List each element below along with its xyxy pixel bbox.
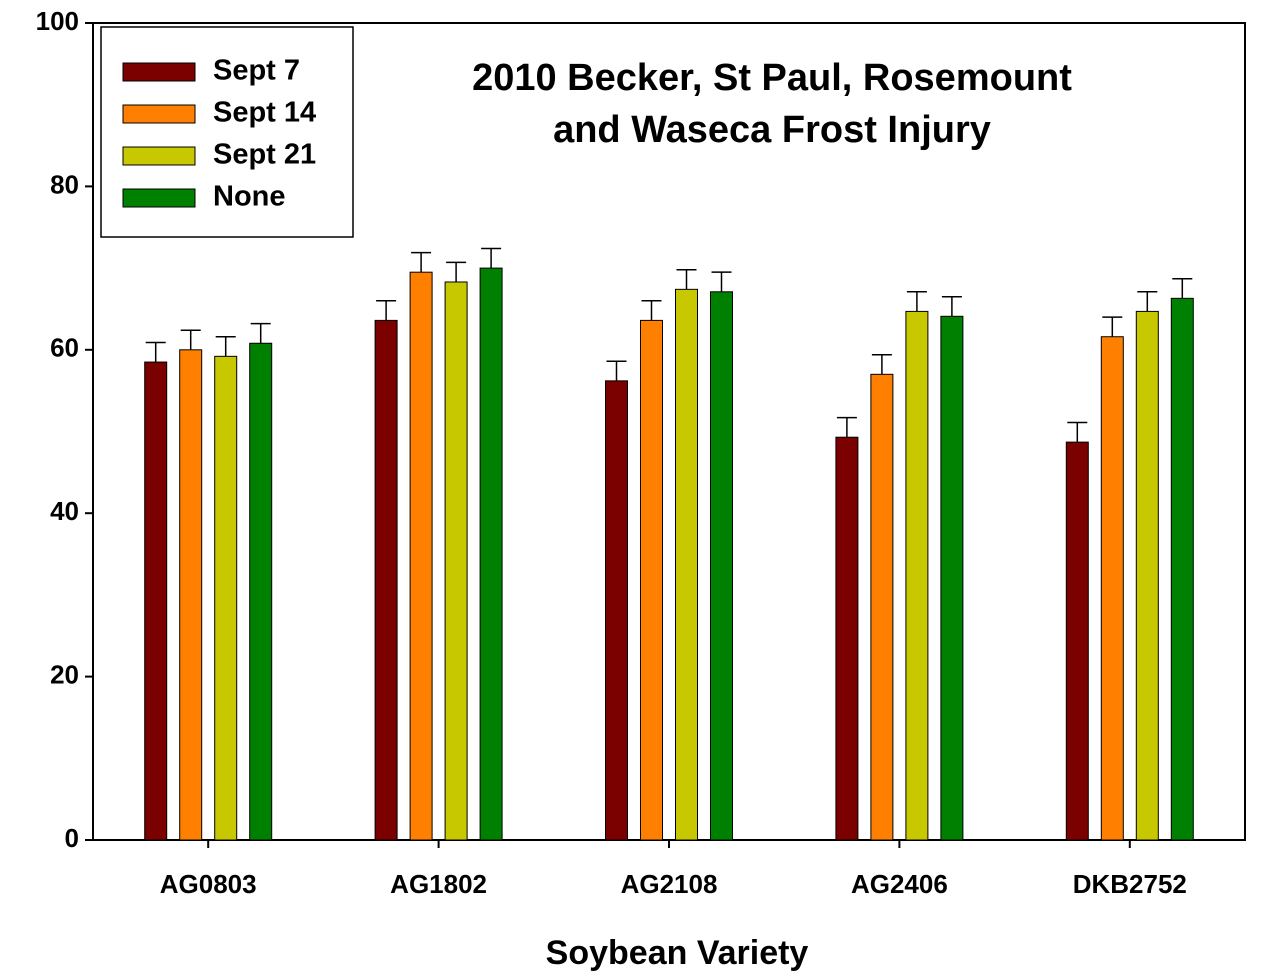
chart-title: 2010 Becker, St Paul, Rosemount [472, 57, 1072, 99]
legend-label: Sept 7 [213, 55, 300, 87]
bar [479, 267, 503, 841]
bar [214, 355, 238, 841]
y-tick-label: 40 [50, 496, 79, 526]
legend-swatch [122, 188, 196, 208]
bar [1065, 441, 1089, 841]
x-tick-label: AG2108 [621, 869, 718, 899]
bar [835, 436, 859, 841]
bar [640, 319, 663, 841]
bar [870, 373, 894, 841]
chart-title: and Waseca Frost Injury [553, 109, 991, 151]
bar [905, 310, 929, 841]
bar [409, 271, 433, 841]
bar [675, 288, 698, 841]
legend-swatch [122, 146, 196, 166]
x-tick-label: AG1802 [390, 869, 487, 899]
y-tick-label: 0 [65, 823, 79, 853]
y-tick-label: 100 [36, 6, 79, 36]
x-tick-label: DKB2752 [1073, 869, 1187, 899]
bar [179, 349, 203, 841]
bar [1100, 336, 1124, 841]
bar [144, 361, 168, 841]
legend-label: Sept 21 [213, 139, 316, 171]
bar [1170, 297, 1194, 841]
bar [710, 291, 733, 841]
y-tick-label: 20 [50, 659, 79, 689]
bar [374, 319, 398, 841]
bar [605, 380, 628, 841]
legend-swatch [122, 104, 196, 124]
bar [249, 342, 273, 841]
legend-swatch [122, 62, 196, 82]
bar [940, 315, 964, 841]
y-tick-label: 80 [50, 169, 79, 199]
legend-label: Sept 14 [213, 97, 316, 129]
bar [1135, 310, 1159, 841]
y-tick-label: 60 [50, 333, 79, 363]
x-tick-label: AG2406 [851, 869, 948, 899]
x-tick-label: AG0803 [160, 869, 257, 899]
legend-label: None [213, 181, 286, 213]
x-axis-label: Soybean Variety [546, 934, 809, 972]
bar [444, 281, 468, 841]
